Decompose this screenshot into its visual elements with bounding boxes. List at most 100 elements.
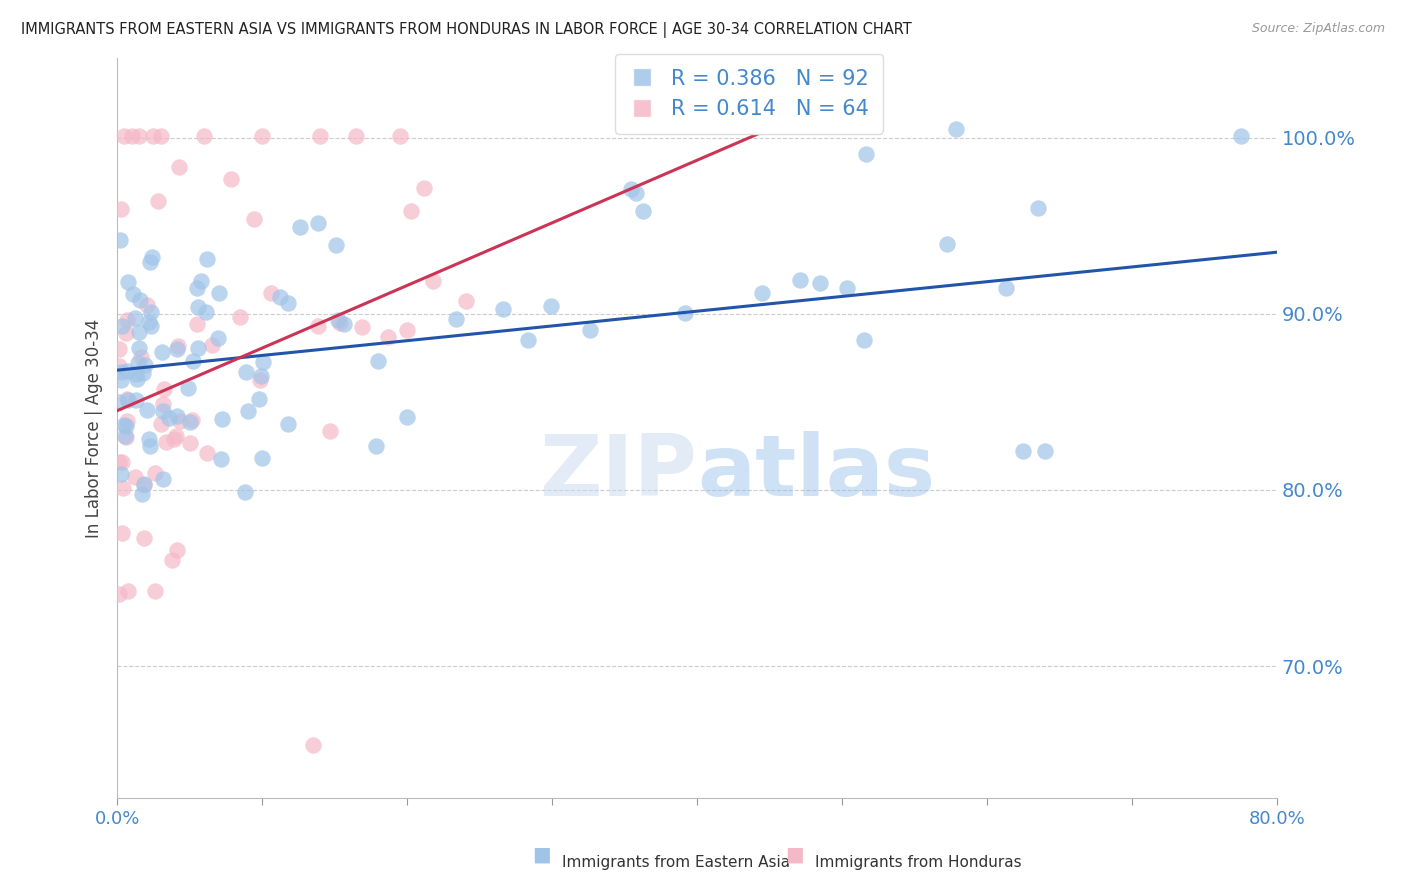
Point xyxy=(115,392,138,406)
Point xyxy=(122,287,145,301)
Point xyxy=(179,435,201,450)
Point xyxy=(138,433,160,447)
Point xyxy=(149,417,172,432)
Point xyxy=(252,354,274,368)
Point xyxy=(110,374,132,388)
Point xyxy=(1026,202,1049,216)
Point xyxy=(395,410,418,425)
Point xyxy=(117,393,139,408)
Point xyxy=(167,339,190,353)
Point xyxy=(157,410,180,425)
Point xyxy=(250,128,273,143)
Point xyxy=(396,322,419,336)
Text: ZIP: ZIP xyxy=(540,431,697,514)
Point xyxy=(492,302,515,317)
Point xyxy=(112,418,135,433)
Point xyxy=(180,413,202,427)
Point xyxy=(166,342,188,356)
Point xyxy=(329,316,352,330)
Point xyxy=(413,180,436,194)
Point xyxy=(166,409,188,424)
Point xyxy=(751,286,773,301)
Point xyxy=(250,451,273,466)
Point xyxy=(135,403,157,417)
Point xyxy=(516,333,538,347)
Point xyxy=(193,128,215,143)
Point xyxy=(260,285,283,300)
Point xyxy=(112,481,135,495)
Point xyxy=(110,202,132,216)
Point xyxy=(152,472,174,486)
Point xyxy=(163,432,186,446)
Point xyxy=(121,128,143,143)
Point xyxy=(333,317,356,331)
Point xyxy=(124,310,146,325)
Point xyxy=(115,364,138,378)
Point xyxy=(352,320,374,334)
Legend: R = 0.386   N = 92, R = 0.614   N = 64: R = 0.386 N = 92, R = 0.614 N = 64 xyxy=(614,54,883,134)
Point xyxy=(141,318,163,333)
Point xyxy=(150,345,173,359)
Point xyxy=(229,310,252,324)
Point xyxy=(835,281,858,295)
Point xyxy=(186,281,208,295)
Point xyxy=(195,446,218,460)
Point xyxy=(179,415,201,429)
Point xyxy=(579,323,602,337)
Point xyxy=(110,467,132,482)
Point xyxy=(235,365,257,379)
Point xyxy=(111,525,134,540)
Point xyxy=(181,354,204,368)
Point xyxy=(127,356,149,370)
Point xyxy=(422,274,444,288)
Point xyxy=(194,305,217,319)
Point xyxy=(115,313,138,327)
Point xyxy=(207,331,229,345)
Point xyxy=(236,403,259,417)
Text: ▪: ▪ xyxy=(531,840,551,870)
Point xyxy=(344,128,367,143)
Point xyxy=(201,337,224,351)
Point xyxy=(328,313,350,327)
Point xyxy=(131,351,153,365)
Point xyxy=(135,298,157,312)
Point xyxy=(138,315,160,329)
Point xyxy=(132,476,155,491)
Point xyxy=(307,217,329,231)
Point xyxy=(187,300,209,314)
Point xyxy=(107,587,129,601)
Point xyxy=(114,128,136,143)
Point xyxy=(219,172,242,186)
Point xyxy=(149,128,172,143)
Point xyxy=(377,329,399,343)
Point xyxy=(160,553,183,567)
Y-axis label: In Labor Force | Age 30-34: In Labor Force | Age 30-34 xyxy=(86,318,103,538)
Point xyxy=(367,354,389,368)
Point xyxy=(107,359,129,373)
Point xyxy=(936,236,959,251)
Text: IMMIGRANTS FROM EASTERN ASIA VS IMMIGRANTS FROM HONDURAS IN LABOR FORCE | AGE 30: IMMIGRANTS FROM EASTERN ASIA VS IMMIGRAN… xyxy=(21,22,912,38)
Point xyxy=(139,254,162,268)
Point xyxy=(243,212,266,227)
Point xyxy=(540,299,562,313)
Point xyxy=(366,439,388,453)
Point xyxy=(141,305,163,319)
Point xyxy=(143,584,166,599)
Point xyxy=(249,369,271,384)
Point xyxy=(155,435,177,450)
Point xyxy=(152,383,174,397)
Text: Immigrants from Honduras: Immigrants from Honduras xyxy=(815,855,1022,870)
Point xyxy=(1229,128,1251,143)
Point xyxy=(128,325,150,339)
Point xyxy=(673,306,696,320)
Point xyxy=(325,237,347,252)
Point xyxy=(141,250,163,264)
Point xyxy=(143,466,166,480)
Point xyxy=(233,484,256,499)
Point xyxy=(269,290,291,304)
Point xyxy=(456,293,478,308)
Point xyxy=(399,204,422,219)
Point xyxy=(186,317,208,331)
Point xyxy=(249,373,271,387)
Point xyxy=(132,531,155,545)
